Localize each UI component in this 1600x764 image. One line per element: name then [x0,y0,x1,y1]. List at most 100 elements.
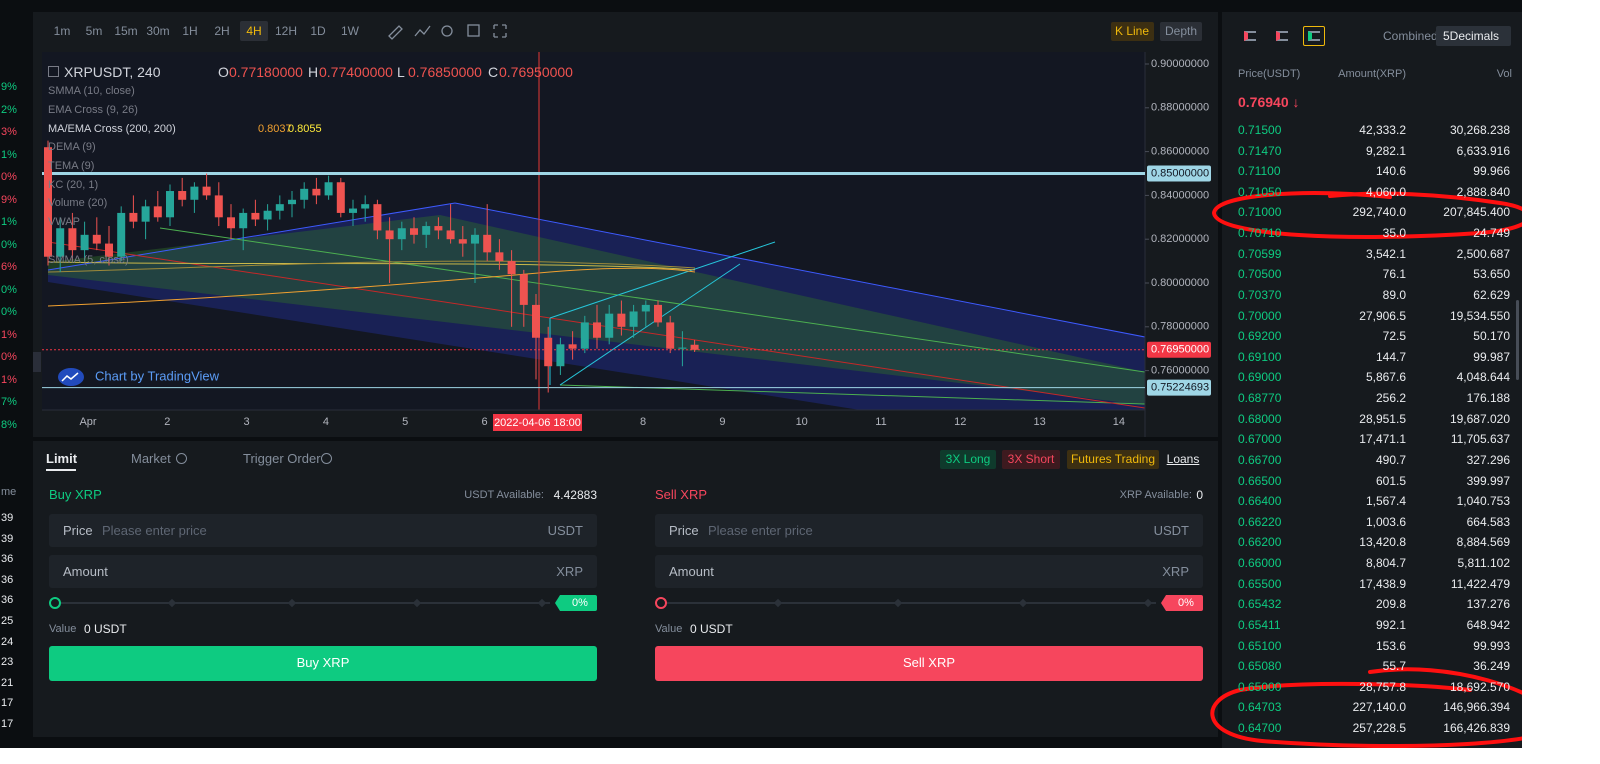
candle-body [251,212,260,220]
submit-button-bg[interactable] [49,646,597,681]
price-tick-label: 0.82000000 [1151,233,1209,245]
trade-time: 36 [1,573,14,586]
scroll-handle[interactable] [33,352,41,372]
candle-body [458,239,467,244]
input-box[interactable] [49,514,597,547]
order-tab[interactable]: Trigger Order [243,451,321,466]
date-tick-label: 2 [164,416,170,428]
submit-button[interactable]: Sell XRP [902,655,956,670]
input-unit: USDT [547,523,583,538]
candle-body [556,344,565,367]
candle-body [617,313,626,327]
book-price: 0.64700 [1238,720,1282,735]
info-icon [176,453,187,464]
book-amount: 256.2 [1375,391,1406,406]
decimals-label: 5Decimals [1443,29,1500,43]
depth-button[interactable]: Depth [1164,24,1198,38]
timeframe-button[interactable]: 12H [274,24,297,38]
trade-time: 25 [1,615,14,627]
candle-body [593,322,601,338]
timeframe-button[interactable]: 1W [341,24,359,38]
column-header: Vol [1496,68,1512,80]
book-amount: 5,867.6 [1365,370,1406,385]
book-price: 0.68770 [1238,391,1282,406]
book-price: 0.65000 [1238,679,1282,694]
timeframe-button[interactable]: 1D [310,24,326,38]
available-value: 0 [1196,488,1203,502]
timeframe-button[interactable]: 30m [146,24,170,38]
candle-body [385,230,394,240]
book-view-glyph [1308,31,1320,41]
indicator-label: SMMA (5, close) [48,254,129,266]
date-tick-label: 9 [719,416,725,428]
candle-body [507,261,516,275]
action-button[interactable]: 3X Short [1007,452,1055,466]
timeframe-button[interactable]: 1H [182,24,198,38]
candle-body [153,206,162,218]
book-price: 0.70000 [1238,308,1282,323]
book-price: 0.65411 [1238,617,1281,632]
decimals-select[interactable] [1436,26,1511,46]
available-label: XRP Available: [1119,489,1192,501]
candle-body [129,212,138,222]
book-view-icon[interactable] [1303,26,1325,46]
book-amount: 153.6 [1375,638,1406,653]
input-box[interactable] [655,555,1203,588]
book-price: 0.66400 [1238,494,1282,509]
book-amount: 8,804.7 [1365,556,1406,571]
book-volume: 2,500.687 [1456,246,1510,261]
combined-label: Combined [1383,29,1438,43]
action-button[interactable]: Futures Trading [1070,452,1156,466]
book-volume: 24.749 [1473,226,1510,241]
book-price: 0.71470 [1238,143,1282,158]
submit-button-bg[interactable] [655,646,1203,681]
column-header: Amount(XRP) [1338,68,1406,80]
ohlc-value: 0.77180000 [229,64,303,80]
timeframe-button[interactable]: 4H [246,24,262,38]
order-tab[interactable]: Market [131,451,171,466]
slider-handle[interactable] [49,597,61,609]
toolbar-icons [388,24,507,40]
change-percent: 0% [1,306,17,318]
book-scrollbar[interactable] [1516,300,1519,380]
date-tick-label: 10 [796,416,808,428]
book-amount: 144.7 [1375,349,1406,364]
action-button[interactable]: 3X Long [945,452,991,466]
available-label: USDT Available: [464,489,544,501]
submit-button[interactable]: Buy XRP [296,655,350,670]
trade-time: 23 [1,656,14,669]
book-volume: 5,811.102 [1457,556,1511,571]
candle-body [312,188,321,196]
symbol-label: XRPUSDT, 240 [64,64,161,80]
book-amount: 42,333.2 [1359,123,1406,137]
kline-button[interactable]: K Line [1114,24,1150,38]
book-amount: 17,471.1 [1359,432,1406,447]
candle-body [300,188,309,200]
slider-handle[interactable] [655,597,667,609]
trade-time: 39 [1,532,14,545]
book-volume: 6,633.916 [1456,143,1510,158]
timeframe-button[interactable]: 2H [214,24,230,38]
candle-body [227,217,235,229]
timeframe-button[interactable]: 1m [53,24,71,38]
change-percent: 0% [1,171,17,183]
book-volume: 8,884.569 [1456,535,1510,550]
action-button[interactable]: Loans [1166,452,1200,466]
candle-body [471,234,479,244]
change-percent: 1% [1,148,17,161]
input-box[interactable] [49,555,597,588]
candle-body [422,226,431,235]
candle-body [349,208,357,213]
book-price: 0.66500 [1238,473,1282,488]
timeframe-button[interactable]: 15m [114,24,138,38]
indicator-label: VWAP [48,216,80,228]
value-label: Value [655,623,683,635]
book-amount: 28,757.8 [1359,679,1406,694]
candle-body [92,234,101,244]
timeframe-button[interactable]: 5m [85,24,103,38]
indicator-label: Volume (20) [48,197,108,209]
book-price: 0.65080 [1238,659,1282,674]
input-box[interactable] [655,514,1203,547]
order-tab[interactable]: Limit [46,451,78,466]
change-percent: 1% [1,216,17,228]
